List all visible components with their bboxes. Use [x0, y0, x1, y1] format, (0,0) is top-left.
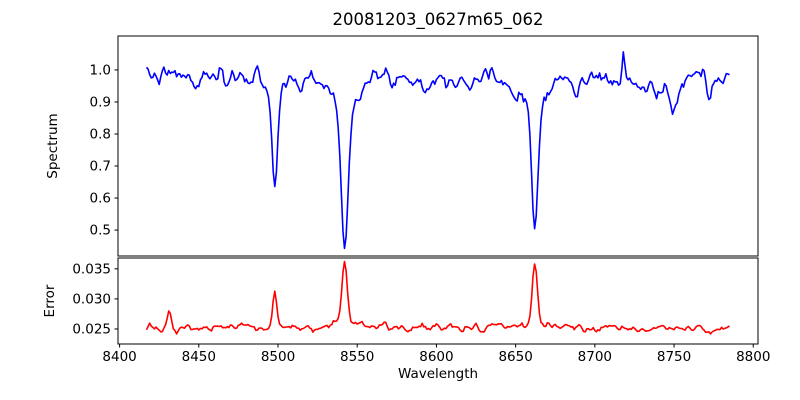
- x-tick-label: 8650: [498, 349, 532, 365]
- y-tick-label: 0.035: [72, 261, 111, 277]
- error-axes: [117, 257, 759, 345]
- y-tick-label: 1.0: [90, 62, 111, 78]
- x-tick-label: 8800: [736, 349, 770, 365]
- x-tick-label: 8600: [419, 349, 453, 365]
- y-tick-label: 0.025: [72, 321, 111, 337]
- y-tick-label: 0.7: [90, 159, 111, 175]
- spectrum-axes: [117, 35, 759, 257]
- x-tick-label: 8500: [261, 349, 295, 365]
- y-tick-label: 0.6: [90, 191, 111, 207]
- y-tick-label: 0.8: [90, 126, 111, 142]
- error-y-ticks: 0.035 0.030 0.025: [72, 261, 118, 337]
- x-tick-label: 8550: [340, 349, 374, 365]
- y-tick-label: 0.5: [90, 223, 111, 239]
- spectrum-y-ticks: 1.0 0.9 0.8 0.7 0.6 0.5: [90, 62, 118, 239]
- x-tick-label: 8700: [578, 349, 612, 365]
- y-tick-label: 0.030: [72, 291, 111, 307]
- spectrum-line: [145, 51, 730, 250]
- x-tick-label: 8750: [657, 349, 691, 365]
- x-ticks: 8400 8450 8500 8550 8600 8650 8700 8750 8800: [102, 344, 770, 365]
- x-axis-label: Wavelength: [397, 366, 479, 382]
- chart-title: 20081203_0627m65_062: [332, 10, 544, 29]
- x-tick-label: 8400: [102, 349, 136, 365]
- y-tick-label: 0.9: [90, 94, 111, 110]
- x-tick-label: 8450: [182, 349, 216, 365]
- error-line: [145, 260, 730, 335]
